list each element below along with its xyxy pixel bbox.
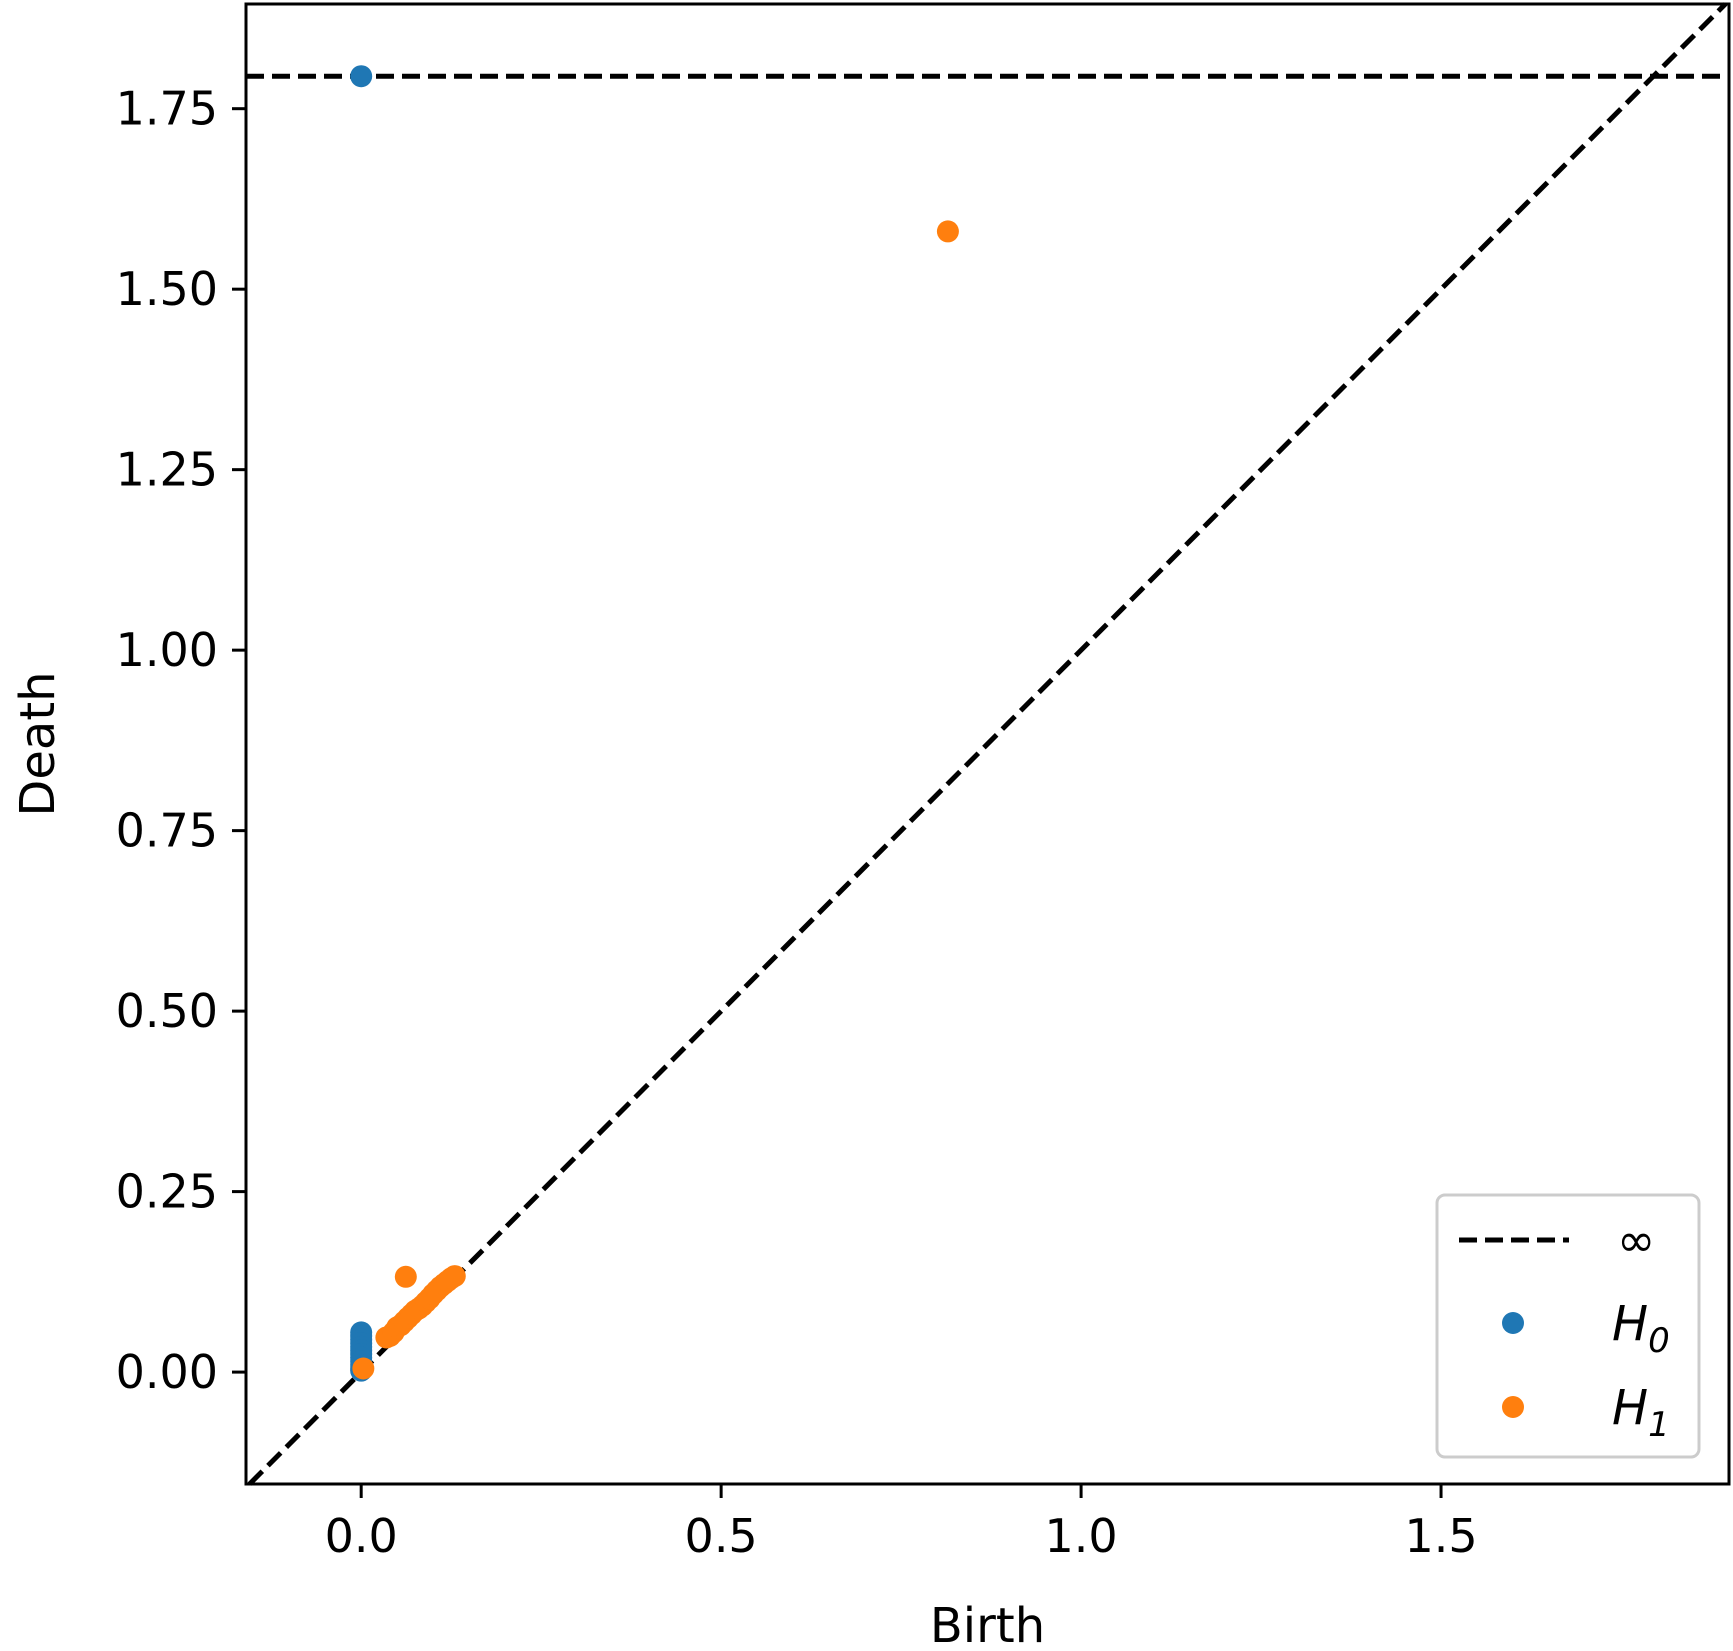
point-h1-2: [352, 1357, 375, 1380]
point-h1-1: [394, 1265, 417, 1288]
y-axis-ticks: 0.00 0.25 0.50 0.75 1.00 1.25 1.50 1.75: [116, 82, 246, 1399]
x-axis-label: Birth: [930, 1598, 1045, 1651]
point-h1-22: [443, 1265, 466, 1288]
legend-subscript: 0: [1648, 1321, 1670, 1361]
x-tick-label: 0.0: [325, 1509, 398, 1563]
y-tick-label: 0.25: [116, 1165, 218, 1219]
diagonal-line: [247, 2, 1728, 1486]
point-h1-0: [936, 220, 959, 243]
legend-infinity-label: ∞: [1617, 1213, 1655, 1267]
point-h0-0: [350, 65, 373, 88]
y-axis-label: Death: [10, 671, 66, 816]
y-tick-label: 1.00: [116, 623, 218, 677]
y-tick-label: 1.25: [116, 443, 218, 497]
legend-box: [1435, 1193, 1701, 1459]
y-tick-label: 0.00: [116, 1345, 218, 1399]
x-tick-label: 0.5: [685, 1509, 758, 1563]
legend-swatch-h1: [1502, 1396, 1524, 1418]
x-tick-label: 1.5: [1404, 1509, 1477, 1563]
x-axis-ticks: 0.0 0.5 1.0 1.5: [325, 1484, 1478, 1563]
diagonal-reference-line: [247, 2, 1728, 1486]
y-tick-label: 0.75: [116, 804, 218, 858]
y-tick-label: 0.50: [116, 984, 218, 1038]
data-points: [350, 65, 959, 1382]
plot-frame: [244, 2, 1731, 1486]
x-tick-label: 1.0: [1045, 1509, 1118, 1563]
legend-swatch-h0: [1502, 1312, 1524, 1334]
y-tick-label: 1.50: [116, 262, 218, 316]
y-tick-label: 1.75: [116, 82, 218, 136]
legend-subscript: 1: [1648, 1405, 1670, 1445]
